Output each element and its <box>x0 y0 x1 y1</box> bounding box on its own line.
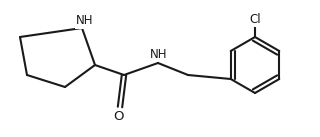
Text: NH: NH <box>150 48 168 62</box>
Text: NH: NH <box>76 15 94 28</box>
Text: Cl: Cl <box>249 14 261 26</box>
Text: O: O <box>113 109 123 122</box>
